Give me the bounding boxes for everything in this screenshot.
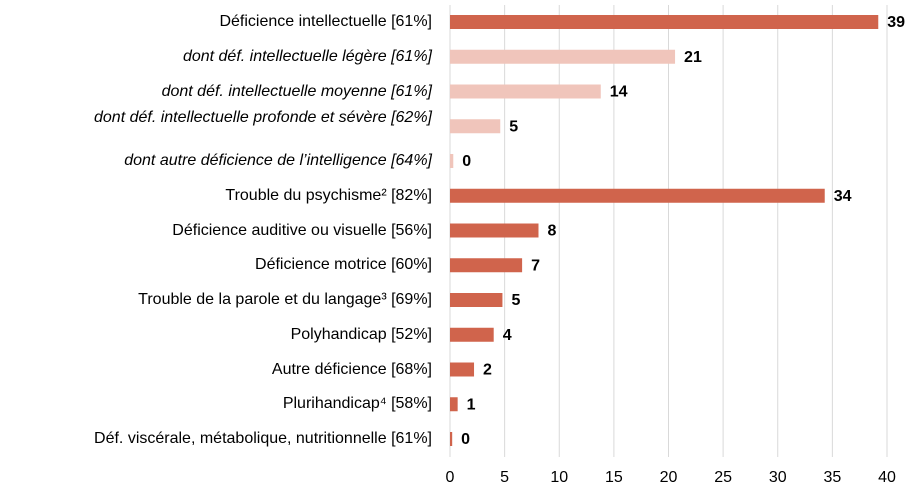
- value-label: 0: [462, 153, 471, 170]
- category-label: dont déf. intellectuelle profonde et sév…: [94, 109, 432, 127]
- bar: [450, 258, 523, 273]
- bar: [450, 362, 475, 377]
- value-label: 39: [887, 14, 905, 31]
- value-label: 2: [483, 362, 492, 379]
- value-label: 7: [531, 257, 540, 274]
- x-tick-label: 25: [714, 469, 732, 486]
- x-tick-label: 15: [605, 469, 623, 486]
- bar: [450, 327, 494, 342]
- value-label: 5: [509, 118, 518, 135]
- value-label: 8: [547, 223, 556, 240]
- value-label: 5: [511, 292, 520, 309]
- category-label: Autre déficience [68%]: [271, 360, 432, 378]
- value-label: 1: [467, 396, 476, 413]
- category-label: Trouble du psychisme² [82%]: [225, 186, 432, 204]
- bar: [450, 49, 676, 64]
- x-tick-label: 10: [550, 469, 568, 486]
- x-tick-label: 35: [823, 469, 841, 486]
- x-tick-label: 20: [660, 469, 678, 486]
- bar: [450, 119, 501, 134]
- category-label: dont déf. intellectuelle légère [61%]: [182, 47, 432, 65]
- category-label: Déficience motrice [60%]: [255, 256, 432, 274]
- value-label: 21: [684, 49, 702, 66]
- bar: [450, 84, 601, 99]
- category-label: dont déf. intellectuelle moyenne [61%]: [161, 82, 432, 100]
- bar: [450, 397, 458, 412]
- category-label: Déficience intellectuelle [61%]: [219, 13, 432, 30]
- bar: [450, 188, 825, 203]
- category-label: Déf. viscérale, métabolique, nutritionne…: [94, 430, 432, 447]
- x-tick-label: 30: [769, 469, 787, 486]
- bar: [450, 15, 879, 29]
- bar: [450, 223, 539, 238]
- value-label: 4: [503, 327, 512, 344]
- bar: [450, 154, 454, 168]
- x-tick-label: 0: [446, 469, 455, 486]
- x-tick-label: 5: [500, 469, 509, 486]
- x-tick-label: 40: [878, 469, 896, 486]
- category-label: Déficience auditive ou visuelle [56%]: [172, 221, 432, 239]
- bar: [450, 432, 453, 446]
- bar: [450, 293, 503, 307]
- value-label: 14: [610, 84, 628, 101]
- category-label: Polyhandicap [52%]: [290, 325, 432, 343]
- category-label: Trouble de la parole et du langage³ [69%…: [138, 291, 432, 308]
- category-label: Plurihandicap⁴ [58%]: [282, 395, 432, 413]
- category-label: dont autre déficience de l’intelligence …: [124, 152, 432, 169]
- value-label: 0: [461, 431, 470, 448]
- value-label: 34: [834, 188, 852, 205]
